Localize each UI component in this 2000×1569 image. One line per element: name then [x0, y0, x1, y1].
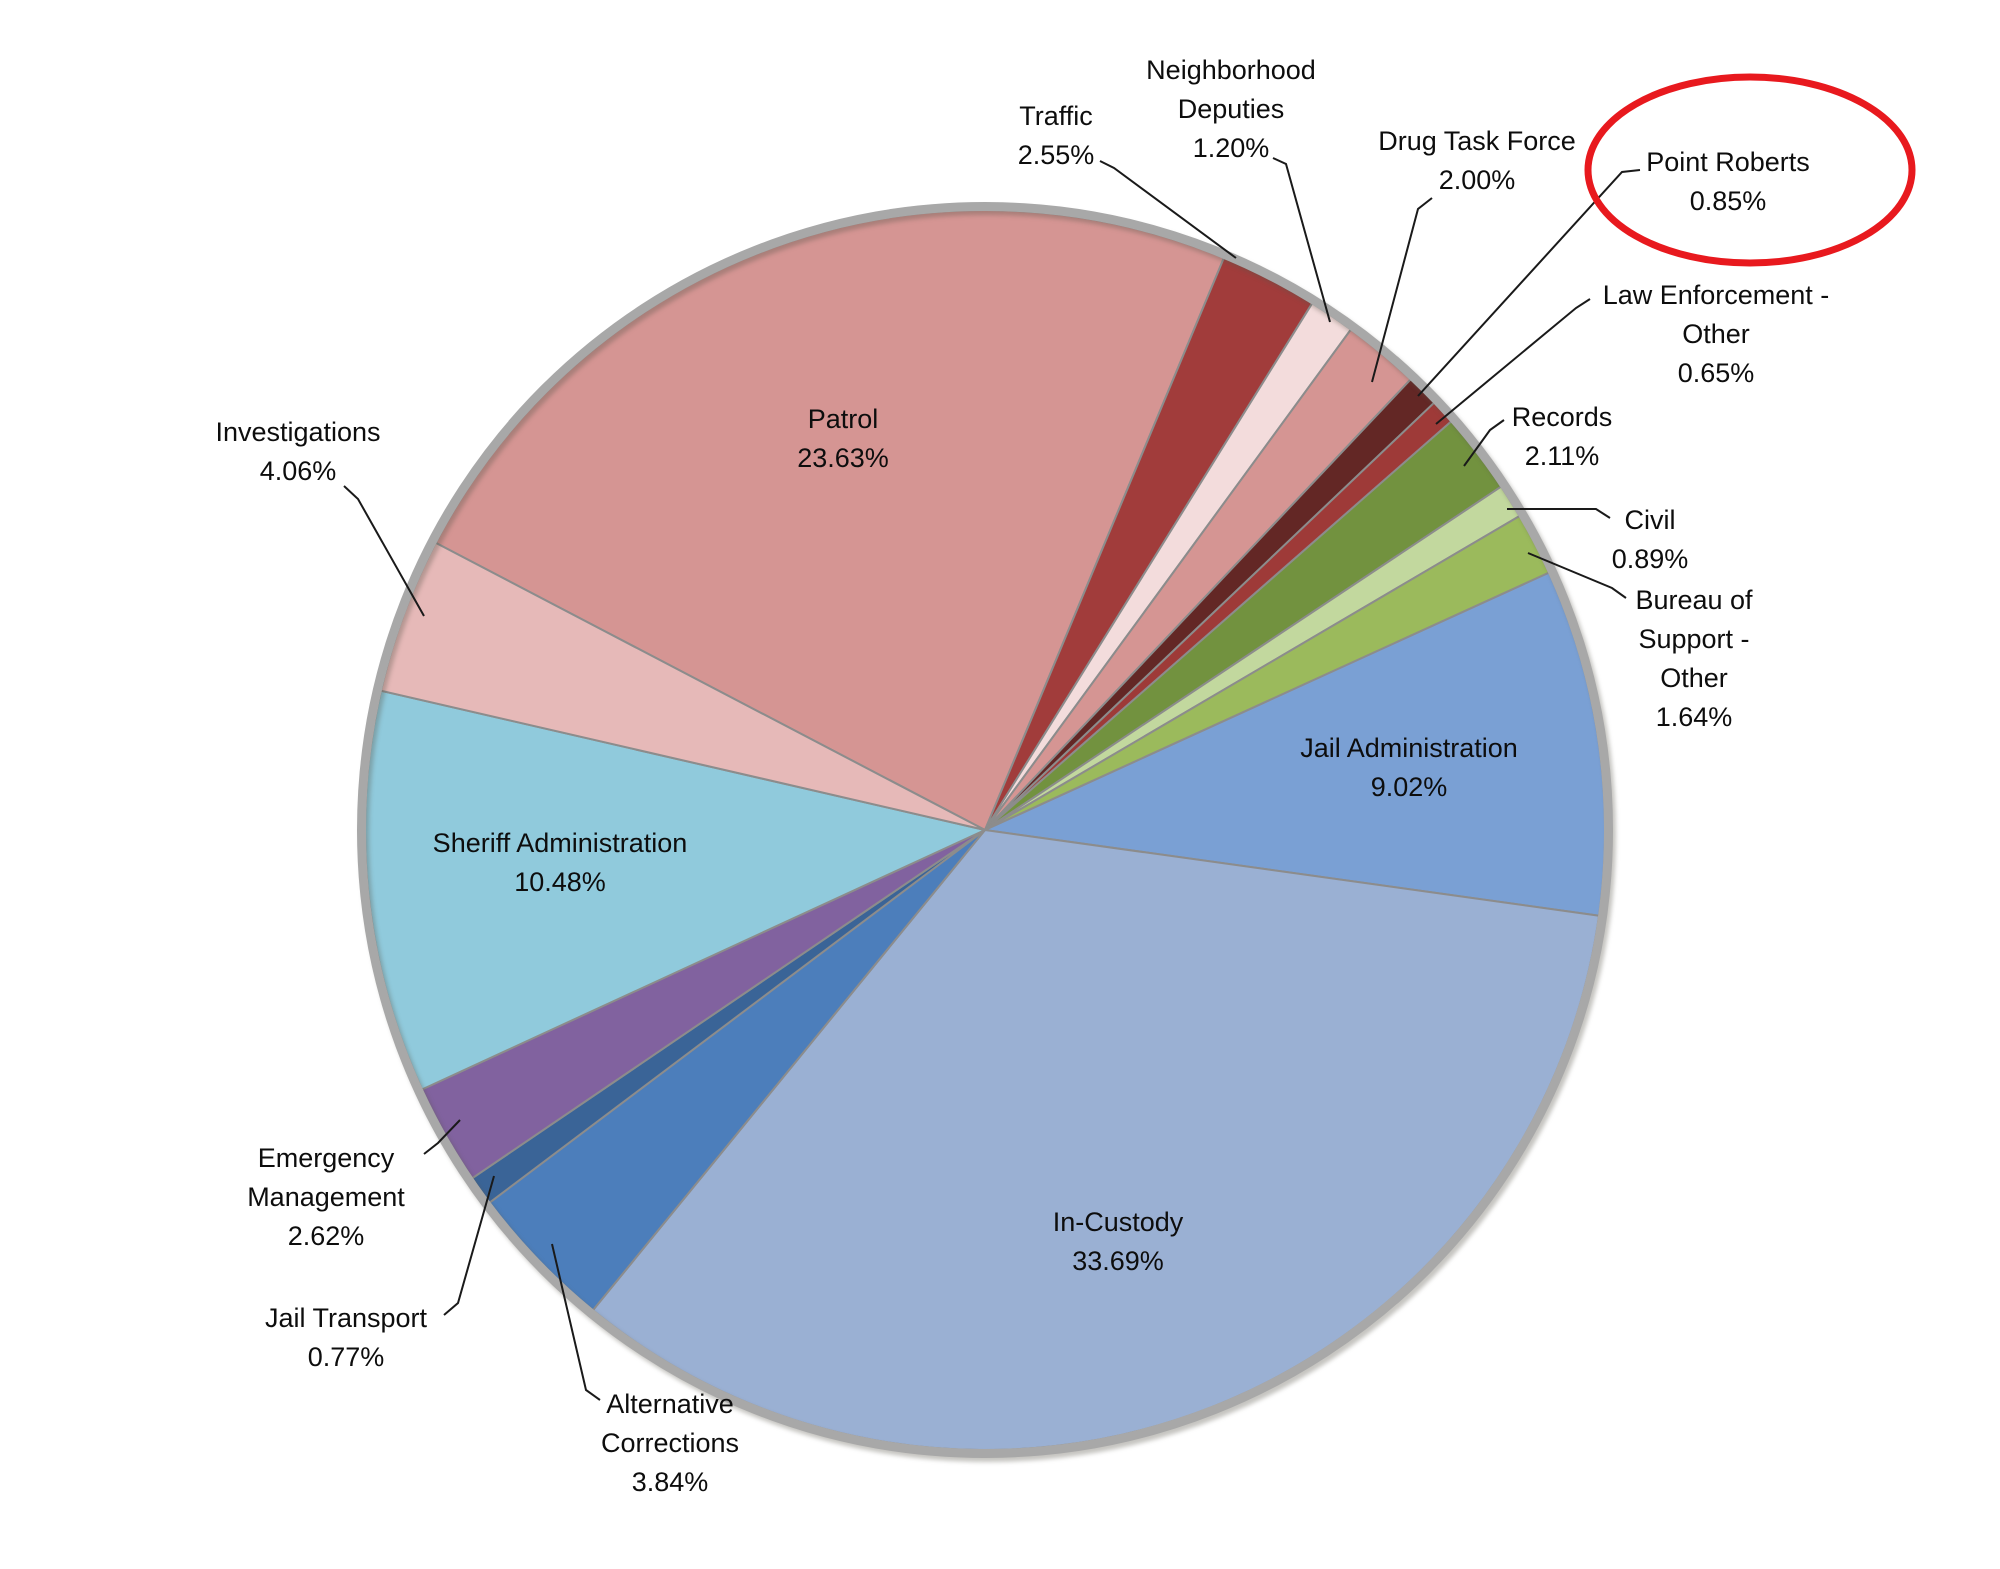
leader-line-neighborhood-deputies	[1272, 157, 1331, 323]
leader-line-emergency-management	[423, 1119, 461, 1155]
leader-line-jail-transport	[443, 1175, 495, 1316]
leader-line-investigations	[343, 485, 425, 617]
pie-outer-ring	[357, 202, 1613, 1458]
leader-line-point-roberts	[1417, 169, 1641, 397]
leader-line-traffic	[1099, 160, 1237, 259]
highlight-ellipse	[1584, 73, 1916, 267]
leader-line-law-enforcement-other	[1435, 298, 1591, 425]
leader-line-drug-task-force	[1371, 197, 1433, 383]
leader-line-civil	[1507, 508, 1611, 519]
leader-line-bureau-of-support-other	[1527, 552, 1627, 599]
leader-line-alternative-corrections	[551, 1243, 601, 1401]
leader-line-records	[1463, 419, 1505, 467]
